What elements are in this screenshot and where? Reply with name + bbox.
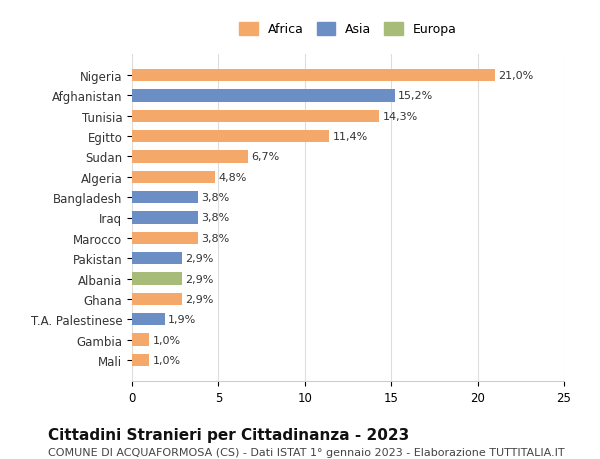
Text: 4,8%: 4,8% [218, 173, 247, 182]
Bar [132, 111, 379, 123]
Text: 3,8%: 3,8% [201, 193, 229, 203]
Text: 2,9%: 2,9% [185, 274, 214, 284]
Bar [132, 293, 182, 305]
Bar [132, 334, 149, 346]
Bar [132, 192, 197, 204]
Bar [132, 273, 182, 285]
Bar [132, 252, 182, 265]
Text: 11,4%: 11,4% [332, 132, 368, 142]
Text: 2,9%: 2,9% [185, 254, 214, 263]
Bar [132, 90, 395, 102]
Bar [132, 313, 165, 325]
Text: 14,3%: 14,3% [383, 112, 418, 122]
Bar [132, 131, 329, 143]
Bar [132, 151, 248, 163]
Text: 21,0%: 21,0% [499, 71, 533, 81]
Text: 2,9%: 2,9% [185, 294, 214, 304]
Text: 1,0%: 1,0% [153, 335, 181, 345]
Text: 6,7%: 6,7% [251, 152, 280, 162]
Text: Cittadini Stranieri per Cittadinanza - 2023: Cittadini Stranieri per Cittadinanza - 2… [48, 427, 409, 442]
Text: COMUNE DI ACQUAFORMOSA (CS) - Dati ISTAT 1° gennaio 2023 - Elaborazione TUTTITAL: COMUNE DI ACQUAFORMOSA (CS) - Dati ISTAT… [48, 448, 565, 458]
Text: 15,2%: 15,2% [398, 91, 433, 101]
Bar [132, 171, 215, 184]
Bar [132, 354, 149, 366]
Bar [132, 212, 197, 224]
Text: 3,8%: 3,8% [201, 213, 229, 223]
Text: 3,8%: 3,8% [201, 233, 229, 243]
Text: 1,0%: 1,0% [153, 355, 181, 365]
Legend: Africa, Asia, Europa: Africa, Asia, Europa [236, 19, 460, 40]
Text: 1,9%: 1,9% [168, 314, 197, 325]
Bar [132, 232, 197, 244]
Bar [132, 70, 495, 82]
